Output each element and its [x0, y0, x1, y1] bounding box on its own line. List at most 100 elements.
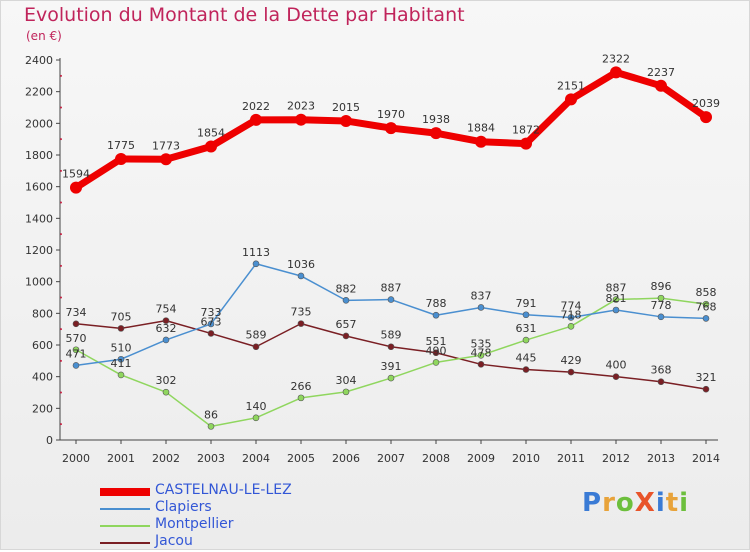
data-label: 632 — [156, 322, 177, 335]
data-point — [567, 314, 575, 321]
data-label: 882 — [336, 282, 357, 295]
data-point — [160, 153, 172, 166]
data-point — [340, 114, 352, 127]
y-tick-label: 400 — [32, 371, 53, 384]
data-point — [700, 111, 712, 124]
data-point — [657, 378, 665, 386]
legend-swatch-jacou — [100, 542, 150, 544]
data-point — [702, 385, 710, 393]
data-label: 411 — [111, 357, 132, 370]
x-tick-label: 2013 — [647, 452, 675, 465]
data-label: 896 — [651, 280, 672, 293]
data-point — [432, 311, 440, 319]
data-label: 1884 — [467, 122, 495, 135]
data-label: 140 — [246, 400, 267, 413]
data-point — [475, 135, 487, 148]
data-label: 2023 — [287, 100, 315, 113]
data-point — [162, 317, 170, 324]
data-point — [297, 394, 305, 402]
data-point — [252, 343, 260, 351]
data-label: 1854 — [197, 126, 225, 139]
legend-swatch-montpellier — [100, 525, 150, 527]
data-point — [297, 272, 305, 280]
x-tick-label: 2014 — [692, 452, 720, 465]
data-point — [610, 66, 622, 79]
data-point — [117, 355, 125, 363]
y-minor-tick — [60, 74, 62, 77]
x-tick-label: 2011 — [557, 452, 585, 465]
data-point — [162, 388, 170, 396]
data-point — [207, 330, 215, 337]
data-label: 1970 — [377, 108, 405, 121]
x-tick-label: 2008 — [422, 452, 450, 465]
data-point — [477, 351, 485, 359]
y-tick-label: 200 — [32, 402, 53, 415]
data-label: 768 — [696, 300, 717, 313]
data-label: 2039 — [692, 97, 720, 110]
y-tick-label: 1800 — [25, 149, 53, 162]
x-tick-label: 2005 — [287, 452, 315, 465]
data-label: 657 — [336, 318, 357, 331]
data-label: 754 — [156, 303, 177, 316]
data-label: 821 — [606, 292, 627, 305]
data-point — [520, 137, 532, 150]
data-point — [252, 260, 260, 268]
data-label: 471 — [66, 347, 87, 360]
data-label: 718 — [561, 308, 582, 321]
data-point — [250, 113, 262, 126]
data-point — [477, 361, 485, 368]
data-point — [387, 374, 395, 382]
data-point — [72, 362, 80, 369]
data-label: 788 — [426, 297, 447, 310]
y-tick-label: 800 — [32, 307, 53, 320]
data-label: 321 — [696, 371, 717, 384]
data-point — [565, 93, 577, 106]
data-point — [522, 311, 530, 319]
data-point — [342, 388, 350, 396]
data-label: 266 — [291, 380, 312, 393]
data-point — [72, 346, 80, 354]
data-point — [567, 323, 575, 330]
data-point — [477, 304, 485, 311]
chart-unit-label: (en €) — [26, 29, 62, 43]
data-point — [207, 423, 215, 430]
data-point — [207, 320, 215, 328]
data-point — [117, 371, 125, 379]
data-point — [522, 366, 530, 373]
data-point — [657, 313, 665, 321]
chart-title: Evolution du Montant de la Dette par Hab… — [24, 4, 465, 26]
data-label: 2151 — [557, 79, 585, 92]
data-point — [387, 343, 395, 351]
data-point — [657, 294, 665, 302]
data-label: 2022 — [242, 100, 270, 113]
x-tick-label: 2004 — [242, 452, 270, 465]
data-point — [115, 152, 127, 165]
legend-label-jacou: Jacou — [155, 533, 193, 549]
legend-swatch-castelnau — [100, 488, 150, 496]
data-point — [342, 297, 350, 304]
legend-label-montpellier: Montpellier — [155, 516, 234, 532]
data-label: 774 — [561, 299, 582, 312]
data-point — [297, 320, 305, 327]
x-tick-label: 2009 — [467, 452, 495, 465]
data-label: 391 — [381, 360, 402, 373]
data-point — [295, 113, 307, 126]
y-tick-label: 1200 — [25, 244, 53, 257]
data-label: 1872 — [512, 124, 540, 137]
data-label: 86 — [204, 408, 218, 421]
legend-swatch-clapiers — [100, 508, 150, 510]
data-label: 733 — [201, 306, 222, 319]
y-tick-label: 1400 — [25, 212, 53, 225]
data-point — [612, 296, 620, 303]
x-tick-label: 2001 — [107, 452, 135, 465]
data-point — [342, 332, 350, 340]
data-label: 734 — [66, 306, 87, 319]
data-point — [612, 306, 620, 314]
data-label: 837 — [471, 289, 492, 302]
x-tick-label: 2002 — [152, 452, 180, 465]
data-label: 510 — [111, 341, 132, 354]
data-label: 400 — [606, 359, 627, 372]
data-point — [702, 300, 710, 308]
